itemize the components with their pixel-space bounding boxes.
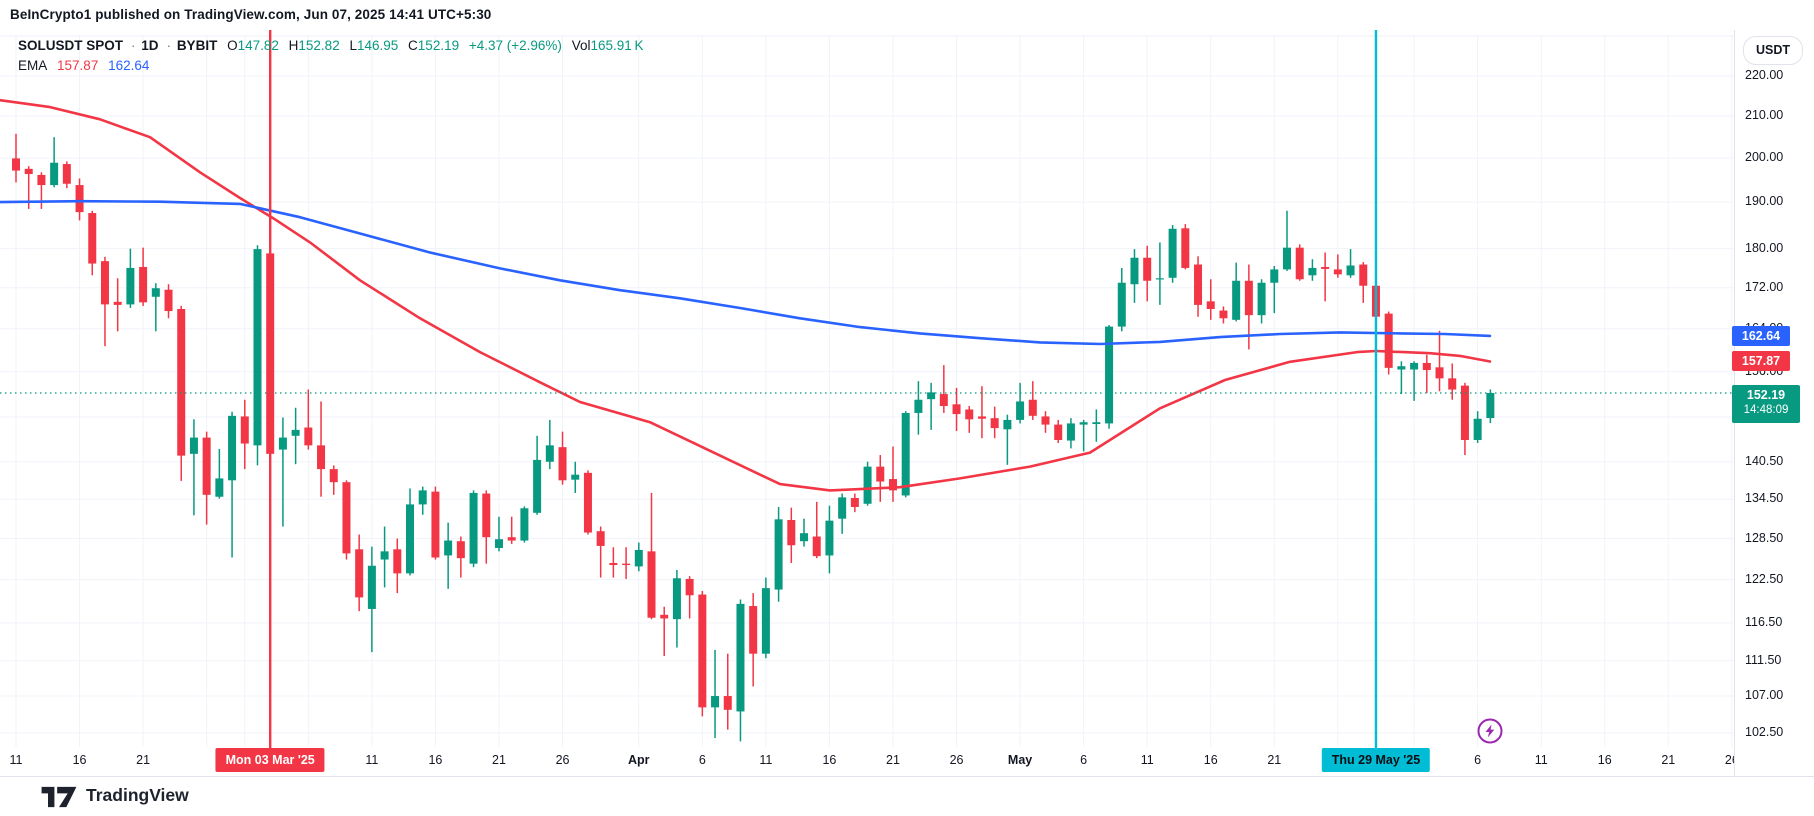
price-tick-label: 128.50 bbox=[1745, 530, 1784, 545]
date-marker-badge-may29[interactable]: Thu 29 May '25 bbox=[1321, 748, 1431, 772]
time-tick-label: 16 bbox=[428, 753, 443, 767]
timeframe-label[interactable]: 1D bbox=[141, 38, 159, 53]
time-tick-label: 6 bbox=[1080, 753, 1088, 767]
price-tick-label: 102.50 bbox=[1745, 725, 1784, 739]
time-tick-label: 21 bbox=[1267, 753, 1282, 767]
legend-ohlc-row: SOLUSDT SPOT · 1D · BYBIT O147.82 H152.82 … bbox=[18, 38, 649, 53]
price-tick-label: 190.00 bbox=[1745, 194, 1784, 209]
legend-separator: · bbox=[131, 38, 136, 53]
high-value: H152.82 bbox=[288, 38, 340, 53]
ema-indicator-label[interactable]: EMA bbox=[18, 58, 48, 73]
time-tick-label: 26 bbox=[1724, 753, 1734, 767]
time-tick-label: 16 bbox=[822, 753, 837, 767]
time-tick-label: 11 bbox=[9, 753, 23, 767]
price-tick-label: 210.00 bbox=[1745, 108, 1784, 123]
bar-countdown: 14:48:09 bbox=[1743, 403, 1789, 416]
time-tick-label: 6 bbox=[698, 753, 706, 767]
date-marker-badge-mar3[interactable]: Mon 03 Mar '25 bbox=[215, 748, 325, 772]
legend-indicator-row: EMA 157.87 162.64 bbox=[18, 58, 649, 73]
time-tick-label: 11 bbox=[1534, 753, 1548, 767]
price-tick-label: 220.00 bbox=[1745, 68, 1784, 82]
price-tick-label: 140.50 bbox=[1745, 453, 1784, 468]
time-tick-label: 16 bbox=[1597, 753, 1612, 767]
price-tick-label: 122.50 bbox=[1745, 571, 1784, 586]
lightning-bolt-icon[interactable] bbox=[1476, 717, 1504, 750]
candlestick-chart[interactable] bbox=[0, 30, 1814, 776]
time-tick-label: May bbox=[1007, 753, 1033, 767]
time-tick-label: 11 bbox=[759, 753, 773, 767]
attribution-text: BeInCrypto1 published on TradingView.com… bbox=[10, 7, 492, 22]
exchange-label[interactable]: BYBIT bbox=[176, 38, 218, 53]
low-value: L146.95 bbox=[349, 38, 399, 53]
price-tick-label: 134.50 bbox=[1745, 491, 1784, 506]
symbol-label[interactable]: SOLUSDT SPOT bbox=[18, 38, 124, 53]
chart-pane[interactable]: SOLUSDT SPOT · 1D · BYBIT O147.82 H152.82 … bbox=[0, 30, 1814, 777]
price-tick-label: 116.50 bbox=[1745, 614, 1783, 629]
attribution-bar: BeInCrypto1 published on TradingView.com… bbox=[0, 0, 1814, 30]
volume-value: Vol165.91 K bbox=[571, 38, 644, 53]
ema-fast-price-tag: 157.87 bbox=[1732, 351, 1790, 372]
tradingview-brand-text[interactable]: TradingView bbox=[86, 785, 189, 805]
change-value: +4.37 (+2.96%) bbox=[468, 38, 562, 53]
time-tick-label: 26 bbox=[555, 753, 570, 767]
time-tick-label: 11 bbox=[365, 753, 379, 767]
tradingview-logo-icon[interactable] bbox=[40, 786, 78, 808]
time-tick-label: 11 bbox=[1140, 753, 1154, 767]
time-axis[interactable]: 11 16 21 11 16 21 26 Apr 6 11 16 21 26 May 6 11 16 21 6 11 1… bbox=[0, 747, 1734, 776]
price-tick-label: 111.50 bbox=[1745, 652, 1782, 667]
last-price-value: 152.19 bbox=[1746, 387, 1786, 402]
price-tick-label: 107.00 bbox=[1745, 688, 1784, 703]
time-tick-label: 21 bbox=[492, 753, 506, 767]
legend-separator: · bbox=[166, 38, 172, 53]
price-tick-label: 180.00 bbox=[1745, 240, 1784, 255]
ema-slow-price-tag: 162.64 bbox=[1732, 325, 1790, 346]
close-value: C152.19 bbox=[408, 38, 460, 53]
ema-slow-value: 162.64 bbox=[108, 58, 150, 73]
footer-bar: TradingView bbox=[0, 777, 1814, 816]
ema-fast-value: 157.87 bbox=[57, 58, 99, 73]
open-value: O147.82 bbox=[227, 38, 279, 53]
time-tick-label: Apr bbox=[628, 753, 650, 767]
time-tick-label: 21 bbox=[1661, 753, 1676, 767]
time-tick-label: 26 bbox=[949, 753, 964, 767]
last-price-tag: 152.19 14:48:09 bbox=[1732, 384, 1800, 423]
chart-legend: SOLUSDT SPOT · 1D · BYBIT O147.82 H152.82 … bbox=[18, 38, 649, 73]
time-tick-label: 16 bbox=[72, 753, 87, 767]
time-tick-label: 16 bbox=[1203, 753, 1218, 767]
price-tick-label: 172.00 bbox=[1745, 279, 1784, 294]
time-tick-label: 21 bbox=[136, 753, 151, 767]
time-tick-label: 6 bbox=[1474, 753, 1482, 767]
time-tick-label: 21 bbox=[886, 753, 900, 767]
price-tick-label: 200.00 bbox=[1745, 149, 1784, 164]
currency-toggle-button[interactable]: USDT bbox=[1743, 36, 1803, 65]
